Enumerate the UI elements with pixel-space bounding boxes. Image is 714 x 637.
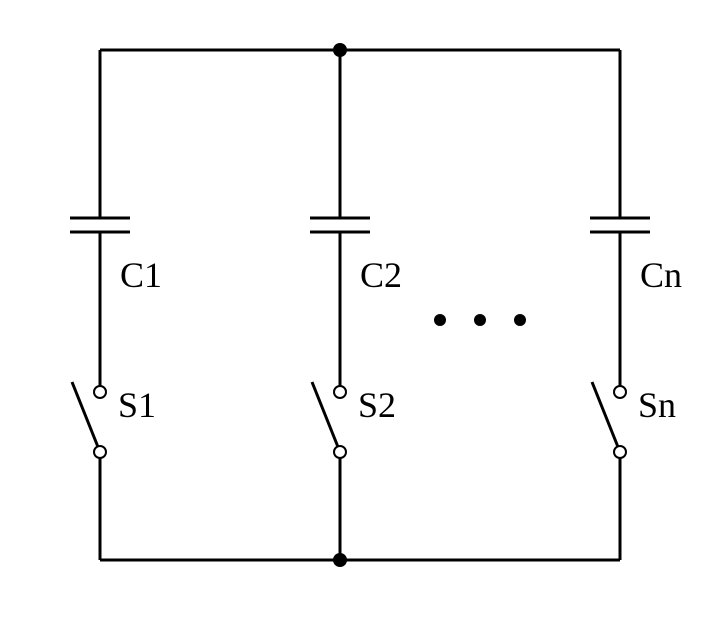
ellipsis-dot-2 xyxy=(514,314,526,326)
switch-terminal-top-0 xyxy=(94,386,106,398)
ellipsis-dot-1 xyxy=(474,314,486,326)
switch-label-1: S2 xyxy=(358,385,396,425)
capacitor-label-2: Cn xyxy=(640,255,682,295)
circuit-diagram: C1 S1 C2 S2 Cn Sn xyxy=(0,0,714,637)
junction-node-1 xyxy=(333,553,347,567)
switch-terminal-top-1 xyxy=(334,386,346,398)
switch-terminal-bottom-2 xyxy=(614,446,626,458)
capacitor-label-0: C1 xyxy=(120,255,162,295)
switch-terminal-top-2 xyxy=(614,386,626,398)
switch-label-2: Sn xyxy=(638,385,676,425)
switch-terminal-bottom-0 xyxy=(94,446,106,458)
junction-node-0 xyxy=(333,43,347,57)
switch-label-0: S1 xyxy=(118,385,156,425)
capacitor-label-1: C2 xyxy=(360,255,402,295)
switch-terminal-bottom-1 xyxy=(334,446,346,458)
ellipsis-dot-0 xyxy=(434,314,446,326)
